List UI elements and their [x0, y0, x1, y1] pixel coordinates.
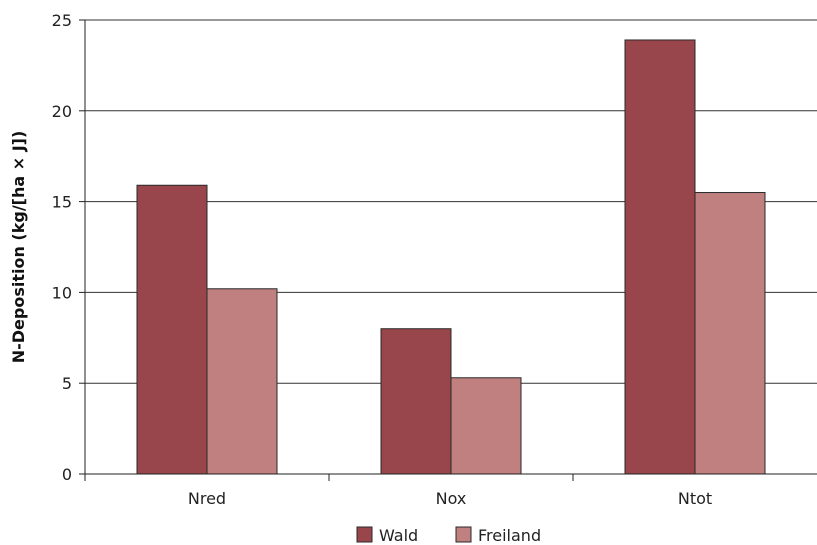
x-axis-ticks: Nred Nox Ntot [84, 474, 712, 508]
bars [136, 39, 766, 475]
bar-freiland-ntot [694, 192, 766, 475]
x-tick-label: Ntot [678, 489, 712, 508]
legend-label-wald: Wald [379, 526, 418, 545]
y-tick-label: 10 [52, 283, 72, 302]
legend-swatch-freiland [455, 526, 472, 543]
bar-freiland-nox [450, 377, 522, 475]
y-tick-label: 20 [52, 102, 72, 121]
y-axis-ticks: 0 5 10 15 20 25 [52, 11, 85, 484]
y-tick-label: 5 [62, 374, 72, 393]
legend: Wald Freiland [356, 526, 541, 545]
bar-wald-nox [380, 328, 452, 475]
y-tick-label: 15 [52, 193, 72, 212]
bar-wald-nred [136, 184, 208, 475]
legend-swatch-wald [356, 526, 373, 543]
x-tick-label: Nred [188, 489, 226, 508]
y-tick-label: 0 [62, 465, 72, 484]
y-axis-title: N-Deposition (kg/[ha × J]) [9, 131, 28, 364]
bar-wald-ntot [624, 39, 696, 475]
bar-freiland-nred [206, 288, 278, 475]
x-tick-label: Nox [436, 489, 467, 508]
legend-label-freiland: Freiland [478, 526, 541, 545]
y-tick-label: 25 [52, 11, 72, 30]
